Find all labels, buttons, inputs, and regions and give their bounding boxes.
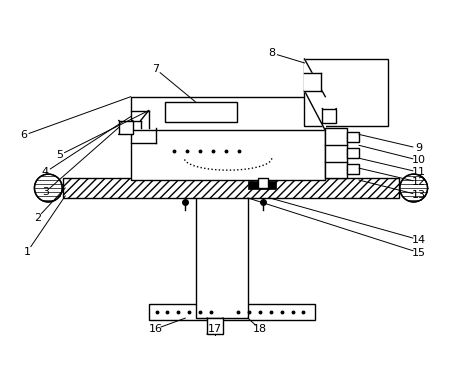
Bar <box>63 178 399 198</box>
Text: 1: 1 <box>24 247 31 257</box>
Text: 8: 8 <box>268 48 275 58</box>
Bar <box>248 181 276 189</box>
Text: 17: 17 <box>208 324 222 334</box>
Text: 13: 13 <box>412 190 426 200</box>
Polygon shape <box>304 73 322 91</box>
Text: 18: 18 <box>253 324 267 334</box>
Text: 5: 5 <box>56 150 63 160</box>
Text: 16: 16 <box>149 324 163 334</box>
Bar <box>322 109 336 123</box>
Ellipse shape <box>35 174 62 202</box>
Bar <box>119 121 133 134</box>
Ellipse shape <box>400 174 427 202</box>
Text: 7: 7 <box>152 64 159 74</box>
Bar <box>258 178 268 188</box>
Text: 10: 10 <box>412 155 426 165</box>
Bar <box>131 128 325 180</box>
Text: 14: 14 <box>412 235 426 245</box>
Bar <box>325 128 347 178</box>
Bar <box>304 59 388 126</box>
Bar <box>165 101 237 121</box>
Text: 2: 2 <box>34 213 41 223</box>
Text: 9: 9 <box>415 143 422 153</box>
Bar <box>347 164 359 174</box>
Bar <box>131 97 325 131</box>
Text: 12: 12 <box>412 177 426 187</box>
Bar <box>196 192 248 318</box>
Bar <box>149 304 316 320</box>
Text: 4: 4 <box>42 167 49 177</box>
Text: 3: 3 <box>42 187 49 197</box>
Text: 15: 15 <box>412 247 426 257</box>
Text: 11: 11 <box>412 167 426 177</box>
Text: 6: 6 <box>20 130 27 141</box>
Bar <box>347 148 359 158</box>
Bar <box>207 318 223 334</box>
Polygon shape <box>304 59 325 131</box>
Bar <box>347 133 359 142</box>
